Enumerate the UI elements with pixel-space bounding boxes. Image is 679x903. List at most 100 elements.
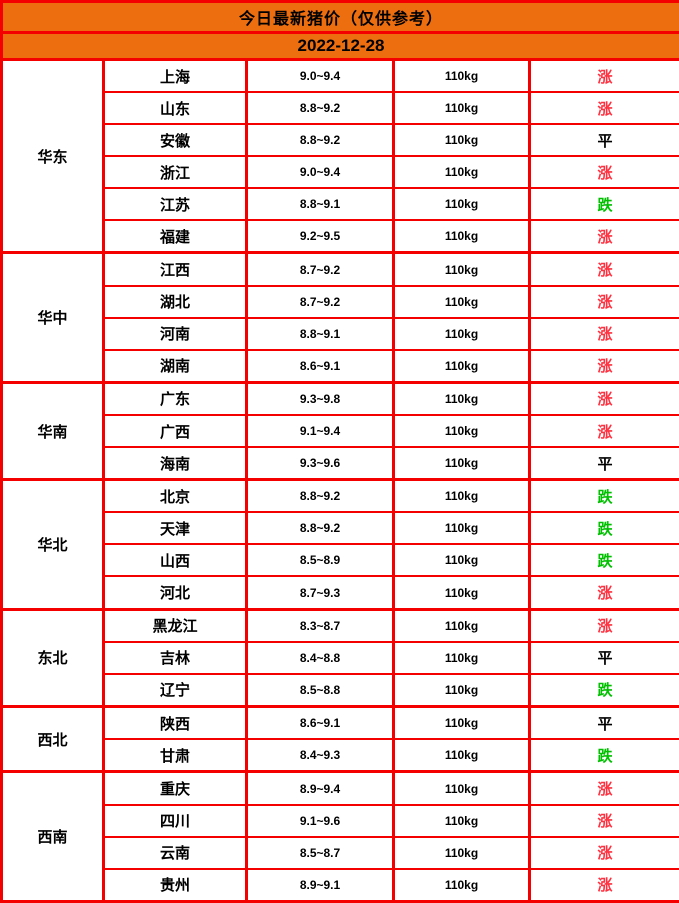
- province-cell: 福建: [102, 219, 248, 254]
- trend-cell: 平: [527, 705, 679, 741]
- price-cell: 8.4~9.3: [245, 738, 395, 773]
- table-row: 东北 黑龙江 8.3~8.7 110kg 涨: [0, 607, 679, 709]
- price-cell: 8.9~9.1: [245, 867, 395, 903]
- price-cell: 8.8~9.2: [245, 91, 395, 126]
- trend-cell: 涨: [527, 155, 679, 190]
- price-cell: 8.6~9.1: [245, 348, 395, 384]
- table-row: 辽宁 8.5~8.8 110kg 跌: [2, 672, 679, 708]
- price-cell: 9.1~9.4: [245, 414, 395, 449]
- price-cell: 9.0~9.4: [245, 155, 395, 190]
- province-cell: 上海: [102, 58, 248, 94]
- title-bar: 今日最新猪价（仅供参考）: [0, 0, 679, 34]
- price-cell: 9.1~9.6: [245, 803, 395, 838]
- price-cell: 8.4~8.8: [245, 640, 395, 675]
- weight-cell: 110kg: [392, 867, 531, 903]
- table-row: 四川 9.1~9.6 110kg 涨: [2, 803, 679, 838]
- table-row: 天津 8.8~9.2 110kg 跌: [2, 511, 679, 546]
- trend-cell: 涨: [527, 867, 679, 903]
- trend-cell: 涨: [527, 575, 679, 611]
- region-cell: 华东: [0, 57, 105, 255]
- price-cell: 8.5~8.9: [245, 543, 395, 578]
- province-cell: 山东: [102, 91, 248, 126]
- province-cell: 云南: [102, 835, 248, 870]
- province-cell: 湖南: [102, 348, 248, 384]
- weight-cell: 110kg: [392, 91, 531, 126]
- province-cell: 江西: [102, 251, 248, 287]
- price-cell: 8.8~9.2: [245, 478, 395, 514]
- price-cell: 9.2~9.5: [245, 219, 395, 254]
- table-row: 湖北 8.7~9.2 110kg 涨: [2, 284, 679, 319]
- price-cell: 8.8~9.2: [245, 123, 395, 158]
- province-cell: 辽宁: [102, 672, 248, 708]
- trend-cell: 跌: [527, 478, 679, 514]
- province-cell: 天津: [102, 511, 248, 546]
- price-cell: 9.3~9.6: [245, 446, 395, 481]
- trend-cell: 跌: [527, 672, 679, 708]
- weight-cell: 110kg: [392, 414, 531, 449]
- table-row: 甘肃 8.4~9.3 110kg 跌: [2, 738, 679, 773]
- province-cell: 贵州: [102, 867, 248, 903]
- table-row: 湖南 8.6~9.1 110kg 涨: [2, 348, 679, 384]
- trend-cell: 涨: [527, 770, 679, 806]
- table-row: 云南 8.5~8.7 110kg 涨: [2, 835, 679, 870]
- page-title: 今日最新猪价（仅供参考）: [0, 0, 679, 34]
- province-cell: 浙江: [102, 155, 248, 190]
- trend-cell: 涨: [527, 607, 679, 643]
- weight-cell: 110kg: [392, 543, 531, 578]
- province-cell: 甘肃: [102, 738, 248, 773]
- province-cell: 广东: [102, 380, 248, 417]
- price-cell: 8.8~9.2: [245, 511, 395, 546]
- trend-cell: 跌: [527, 543, 679, 578]
- table-row: 浙江 9.0~9.4 110kg 涨: [2, 155, 679, 190]
- table-row: 海南 9.3~9.6 110kg 平: [2, 446, 679, 481]
- price-cell: 8.8~9.1: [245, 316, 395, 351]
- trend-cell: 跌: [527, 738, 679, 773]
- price-cell: 8.5~8.7: [245, 835, 395, 870]
- trend-cell: 涨: [527, 414, 679, 449]
- weight-cell: 110kg: [392, 575, 531, 611]
- weight-cell: 110kg: [392, 835, 531, 870]
- weight-cell: 110kg: [392, 123, 531, 158]
- table-row: 河北 8.7~9.3 110kg 涨: [2, 575, 679, 611]
- table-row: 江苏 8.8~9.1 110kg 跌: [2, 187, 679, 222]
- price-cell: 9.0~9.4: [245, 58, 395, 94]
- table-row: 西北 陕西 8.6~9.1 110kg 平: [0, 705, 679, 774]
- table-row: 华中 江西 8.7~9.2 110kg 涨: [0, 251, 679, 384]
- table-row: 华东 上海 9.0~9.4 110kg 涨: [0, 57, 679, 255]
- weight-cell: 110kg: [392, 478, 531, 514]
- weight-cell: 110kg: [392, 446, 531, 481]
- trend-cell: 涨: [527, 316, 679, 351]
- weight-cell: 110kg: [392, 803, 531, 838]
- table-row: 山东 8.8~9.2 110kg 涨: [2, 91, 679, 126]
- weight-cell: 110kg: [392, 316, 531, 351]
- table-row: 福建 9.2~9.5 110kg 涨: [2, 219, 679, 254]
- price-cell: 8.7~9.2: [245, 284, 395, 319]
- weight-cell: 110kg: [392, 380, 531, 417]
- weight-cell: 110kg: [392, 607, 531, 643]
- province-cell: 四川: [102, 803, 248, 838]
- table-row: 西南 重庆 8.9~9.4 110kg 涨: [0, 770, 679, 903]
- province-cell: 海南: [102, 446, 248, 481]
- trend-cell: 跌: [527, 511, 679, 546]
- weight-cell: 110kg: [392, 284, 531, 319]
- region-cell: 华北: [0, 478, 105, 611]
- province-cell: 广西: [102, 414, 248, 449]
- trend-cell: 平: [527, 640, 679, 675]
- weight-cell: 110kg: [392, 251, 531, 287]
- trend-cell: 涨: [527, 251, 679, 287]
- trend-cell: 涨: [527, 835, 679, 870]
- province-cell: 陕西: [102, 705, 248, 741]
- trend-cell: 涨: [527, 348, 679, 384]
- province-cell: 北京: [102, 478, 248, 514]
- date-bar: 2022-12-28: [0, 31, 679, 61]
- province-cell: 山西: [102, 543, 248, 578]
- price-cell: 8.8~9.1: [245, 187, 395, 222]
- table-row: 吉林 8.4~8.8 110kg 平: [2, 640, 679, 675]
- region-cell: 东北: [0, 607, 105, 709]
- table-row: 山西 8.5~8.9 110kg 跌: [2, 543, 679, 578]
- weight-cell: 110kg: [392, 640, 531, 675]
- trend-cell: 平: [527, 123, 679, 158]
- price-cell: 8.9~9.4: [245, 770, 395, 806]
- weight-cell: 110kg: [392, 738, 531, 773]
